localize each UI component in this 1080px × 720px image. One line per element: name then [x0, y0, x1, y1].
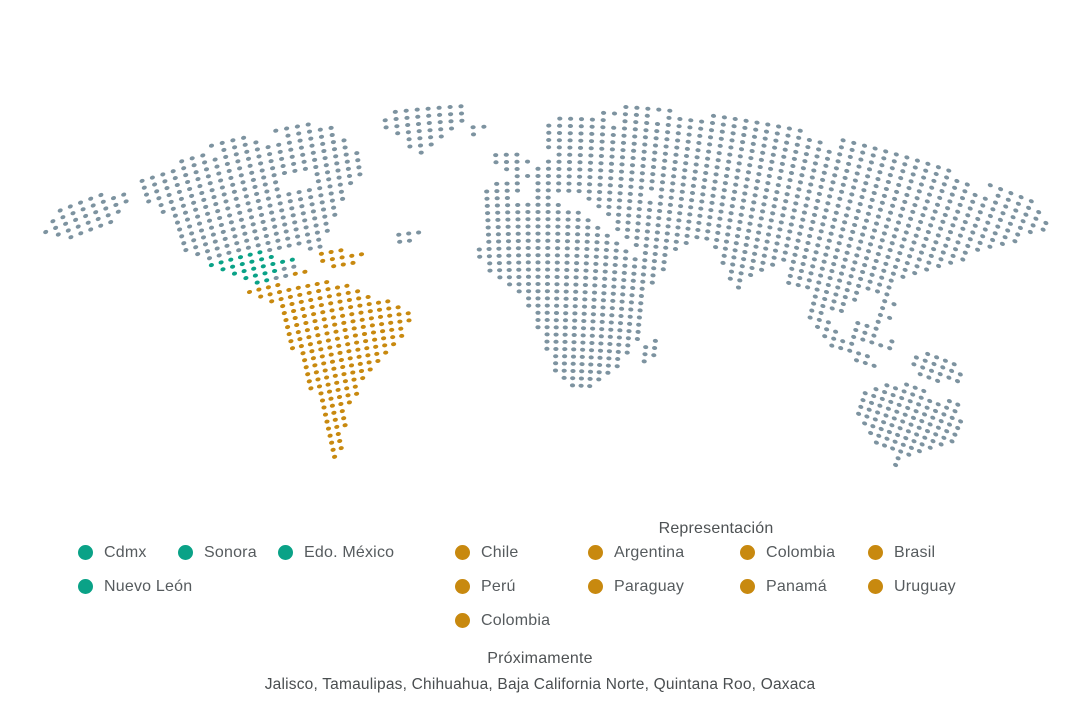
green-dot-icon: [78, 579, 93, 594]
legend-item-colombia-1: Colombia: [455, 612, 550, 629]
orange-dot-icon: [740, 579, 755, 594]
representation-column-2: Argentina Paraguay: [588, 544, 684, 595]
legend-item-nuevo-leon: Nuevo León: [78, 578, 192, 595]
legend-item-argentina: Argentina: [588, 544, 684, 561]
legend-label: Cdmx: [104, 543, 147, 561]
legend-label: Edo. México: [304, 543, 395, 561]
representation-column-1: Chile Perú Colombia: [455, 544, 550, 629]
legend-item-uruguay: Uruguay: [868, 578, 956, 595]
green-dot-icon: [278, 545, 293, 560]
legend-item-sonora: Sonora: [178, 544, 257, 561]
legend-label: Colombia: [766, 543, 836, 561]
legend-item-edo-mexico: Edo. México: [278, 544, 394, 561]
legend-label: Paraguay: [614, 577, 685, 595]
legend-item-colombia-2: Colombia: [740, 544, 835, 561]
legend-label: Sonora: [204, 543, 257, 561]
legend-item-brasil: Brasil: [868, 544, 956, 561]
legend-item-paraguay: Paraguay: [588, 578, 684, 595]
legend-label: Nuevo León: [104, 577, 193, 595]
green-dot-icon: [178, 545, 193, 560]
legend-label: Panamá: [766, 577, 827, 595]
coming-soon-regions: Jalisco, Tamaulipas, Chihuahua, Baja Cal…: [264, 676, 816, 693]
legend-item-cdmx: Cdmx: [78, 544, 147, 561]
orange-dot-icon: [740, 545, 755, 560]
coming-soon-title: Próximamente: [487, 650, 593, 667]
dotted-world-map: [43, 104, 1049, 468]
representation-column-4: Brasil Uruguay: [868, 544, 956, 595]
orange-dot-icon: [868, 545, 883, 560]
legend-label: Uruguay: [894, 577, 956, 595]
green-dot-icon: [78, 545, 93, 560]
orange-dot-icon: [868, 579, 883, 594]
orange-dot-icon: [455, 545, 470, 560]
coming-soon-section: Próximamente Jalisco, Tamaulipas, Chihua…: [0, 650, 1080, 694]
legend-item-peru: Perú: [455, 578, 550, 595]
legend-label: Brasil: [894, 543, 936, 561]
orange-dot-icon: [455, 613, 470, 628]
orange-dot-icon: [588, 579, 603, 594]
legend-label: Chile: [481, 543, 519, 561]
orange-dot-icon: [588, 545, 603, 560]
representation-title: Representación: [658, 520, 774, 537]
legend-label: Perú: [481, 577, 516, 595]
representation-column-3: Colombia Panamá: [740, 544, 835, 595]
legend-item-chile: Chile: [455, 544, 550, 561]
legend-label: Argentina: [614, 543, 685, 561]
legend-label: Colombia: [481, 611, 551, 629]
orange-dot-icon: [455, 579, 470, 594]
legend-item-panama: Panamá: [740, 578, 835, 595]
